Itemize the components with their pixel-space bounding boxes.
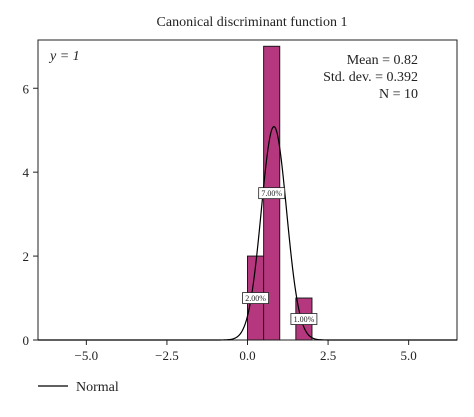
- x-tick-label: 0.0: [239, 348, 255, 363]
- y-tick-label: 0: [23, 333, 30, 348]
- chart-title: Canonical discriminant function 1: [157, 15, 348, 30]
- y-axis: 0 2 4 6: [23, 81, 38, 348]
- x-tick-label: 5.0: [401, 348, 417, 363]
- stat-mean: Mean = 0.82: [347, 53, 418, 68]
- stat-std-dev: Std. dev. = 0.392: [323, 70, 418, 85]
- data-label-box: [258, 187, 286, 200]
- x-tick-label: −5.0: [75, 348, 99, 363]
- y-tick-label: 2: [23, 249, 30, 264]
- data-label-box: [290, 313, 318, 325]
- y-tick-label: 6: [23, 81, 30, 96]
- group-label: y = 1: [48, 49, 80, 64]
- data-label: 7.00%: [261, 189, 282, 198]
- data-label: 2.00%: [245, 294, 266, 303]
- x-axis: −5.0 −2.5 0.0 2.5 5.0: [75, 340, 417, 363]
- x-tick-label: 2.5: [320, 348, 336, 363]
- data-labels-layer: 2.00% 7.00% 1.00%: [242, 187, 318, 325]
- normal-curve: [38, 125, 457, 341]
- x-tick-label: −2.5: [155, 348, 179, 363]
- y-tick-label: 4: [23, 165, 30, 180]
- data-label: 1.00%: [294, 315, 315, 324]
- legend-label: Normal: [76, 380, 119, 395]
- data-label-box: [242, 292, 269, 304]
- stat-n: N = 10: [379, 87, 418, 102]
